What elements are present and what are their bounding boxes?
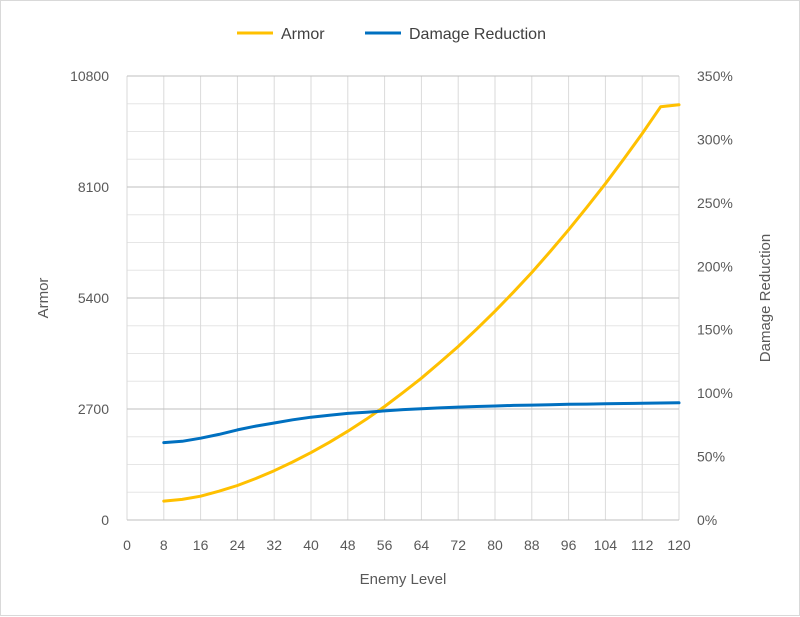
y-tick-label: 2700 <box>78 401 109 417</box>
y2-tick-label: 300% <box>697 131 733 147</box>
legend-label-armor: Armor <box>281 26 325 43</box>
y-axis-title: Armor <box>35 278 52 319</box>
grid-layer <box>126 75 680 521</box>
legend-label-damage-reduction: Damage Reduction <box>409 26 546 43</box>
x-tick-label: 104 <box>594 537 618 553</box>
y2-tick-label: 200% <box>697 258 733 274</box>
y-tick-label: 10800 <box>70 68 109 84</box>
tick-layer: 0 8 16 24 32 40 48 56 64 72 80 88 96 104 112 120 0 2700 54… <box>70 68 733 553</box>
x-tick-label: 48 <box>340 537 356 553</box>
x-tick-label: 88 <box>524 537 540 553</box>
y-tick-label: 5400 <box>78 290 109 306</box>
series-line-armor <box>162 103 681 503</box>
series-line-damage-reduction <box>162 401 681 445</box>
y-tick-label: 8100 <box>78 179 109 195</box>
y2-tick-label: 100% <box>697 385 733 401</box>
y2-tick-label: 350% <box>697 68 733 84</box>
x-tick-label: 40 <box>303 537 319 553</box>
series-layer <box>162 103 681 503</box>
x-tick-label: 16 <box>193 537 209 553</box>
x-tick-label: 96 <box>561 537 577 553</box>
legend: Armor Damage Reduction <box>237 26 546 43</box>
y2-axis-title: Damage Reduction <box>757 234 774 362</box>
x-tick-label: 8 <box>160 537 168 553</box>
y2-tick-label: 150% <box>697 322 733 338</box>
x-axis-title: Enemy Level <box>360 571 447 588</box>
x-tick-label: 80 <box>487 537 503 553</box>
y2-tick-label: 0% <box>697 512 717 528</box>
x-tick-label: 32 <box>266 537 282 553</box>
x-tick-label: 64 <box>414 537 430 553</box>
y-tick-label: 0 <box>101 512 109 528</box>
y2-tick-label: 50% <box>697 449 725 465</box>
y2-tick-label: 250% <box>697 195 733 211</box>
x-tick-label: 56 <box>377 537 393 553</box>
x-tick-label: 112 <box>631 537 654 553</box>
x-tick-label: 72 <box>450 537 466 553</box>
x-tick-label: 24 <box>230 537 246 553</box>
x-tick-label: 0 <box>123 537 131 553</box>
x-tick-label: 120 <box>667 537 691 553</box>
